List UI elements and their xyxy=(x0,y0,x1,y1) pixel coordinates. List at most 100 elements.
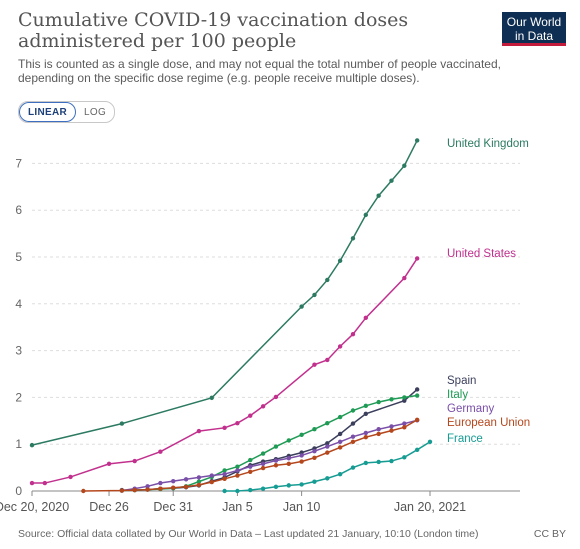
data-point xyxy=(337,439,343,445)
data-point xyxy=(222,476,227,482)
data-point xyxy=(222,471,227,477)
data-point xyxy=(196,475,202,480)
y-tick-label: 1 xyxy=(15,437,22,451)
data-point xyxy=(414,447,420,453)
series-label: Spain xyxy=(447,375,476,387)
x-tick-label: Jan 10 xyxy=(283,500,321,514)
data-point xyxy=(427,439,433,445)
data-point xyxy=(376,427,381,432)
scale-toggle: LINEAR LOG xyxy=(18,101,116,123)
data-point xyxy=(363,434,369,440)
data-point xyxy=(363,403,369,409)
series-line xyxy=(224,441,431,492)
data-point xyxy=(196,428,202,434)
data-point xyxy=(350,236,356,241)
data-point xyxy=(273,463,279,468)
series-lines xyxy=(29,138,433,494)
series-labels: United Kingdom United States Spain Italy Ger… xyxy=(447,138,530,445)
data-point xyxy=(183,477,189,482)
x-tick-label: Jan 5 xyxy=(222,500,253,514)
data-point xyxy=(312,455,317,460)
data-point xyxy=(312,362,317,367)
data-point xyxy=(299,453,304,458)
data-point xyxy=(248,464,253,469)
data-point xyxy=(68,474,73,480)
data-point xyxy=(402,425,407,430)
data-point xyxy=(235,488,240,494)
data-point xyxy=(376,431,381,437)
data-point xyxy=(119,488,125,493)
data-point xyxy=(171,485,176,490)
data-point xyxy=(299,482,304,487)
data-point xyxy=(273,458,279,463)
data-point xyxy=(145,487,150,492)
data-point xyxy=(171,478,176,484)
y-tick-label: 6 xyxy=(15,203,22,217)
data-point xyxy=(312,427,317,432)
data-point xyxy=(248,487,253,493)
x-tick-label: Jan 20, 2021 xyxy=(394,500,466,514)
series-label: United Kingdom xyxy=(447,138,529,150)
data-point xyxy=(235,473,240,478)
chart-subtitle: This is counted as a single dose, and ma… xyxy=(18,57,501,85)
data-point xyxy=(209,395,214,401)
log-scale-button[interactable]: LOG xyxy=(84,106,107,118)
y-tick-label: 5 xyxy=(15,250,22,264)
data-point xyxy=(222,425,227,431)
owid-logo[interactable]: Our World in Data xyxy=(502,12,566,46)
data-point xyxy=(363,315,369,321)
data-point xyxy=(273,394,279,400)
data-point xyxy=(299,304,304,309)
data-point xyxy=(389,424,394,429)
data-point xyxy=(42,480,48,486)
data-point xyxy=(389,397,394,402)
data-point xyxy=(106,461,112,467)
data-point xyxy=(389,178,394,183)
data-point xyxy=(260,465,266,471)
data-point xyxy=(260,451,266,456)
chart-title: Cumulative COVID-19 vaccination doses ad… xyxy=(18,9,409,52)
series-line xyxy=(32,257,418,484)
data-point xyxy=(363,460,369,466)
linear-scale-button[interactable]: LINEAR xyxy=(19,102,77,122)
series-label: Italy xyxy=(447,389,468,401)
data-point xyxy=(81,488,86,494)
data-point xyxy=(337,414,343,420)
data-point xyxy=(402,421,407,426)
data-point xyxy=(222,468,227,473)
series-label: Germany xyxy=(447,403,495,415)
data-point xyxy=(209,473,214,478)
data-point xyxy=(363,411,369,416)
data-point xyxy=(414,417,420,423)
data-point xyxy=(286,461,291,467)
data-point xyxy=(389,428,394,433)
data-point xyxy=(273,484,279,489)
data-point xyxy=(402,398,407,403)
data-point xyxy=(196,482,202,488)
data-point xyxy=(260,461,266,467)
data-point xyxy=(350,465,356,470)
data-point xyxy=(325,476,330,481)
data-point xyxy=(376,399,381,405)
data-point xyxy=(337,445,343,450)
data-point xyxy=(363,430,369,436)
data-point xyxy=(260,486,266,491)
data-point xyxy=(337,344,343,349)
data-point xyxy=(286,483,291,488)
data-point xyxy=(235,464,240,469)
x-tick-label: Dec 20, 2020 xyxy=(0,500,69,514)
y-tick-label: 4 xyxy=(15,297,22,311)
data-point xyxy=(402,455,407,460)
data-point xyxy=(376,459,381,465)
data-point xyxy=(325,444,330,449)
license-link[interactable]: CC BY xyxy=(533,528,566,540)
y-tick-label: 7 xyxy=(15,156,22,170)
data-point xyxy=(29,442,35,448)
data-point xyxy=(196,479,202,484)
data-point xyxy=(325,441,330,446)
data-point xyxy=(337,471,343,477)
data-point xyxy=(414,256,420,261)
data-point xyxy=(222,488,227,494)
data-point xyxy=(312,449,317,454)
data-point xyxy=(132,458,137,464)
